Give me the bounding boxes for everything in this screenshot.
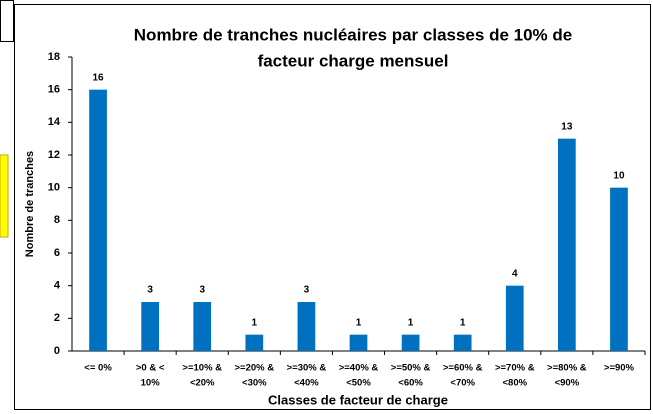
bar [89, 89, 107, 352]
side-highlight [0, 154, 9, 238]
x-tick-label: >=60% & [443, 363, 483, 374]
bar [141, 302, 159, 351]
x-tick-label: >=40% & [339, 363, 379, 374]
x-tick-label: >=90% [604, 363, 635, 374]
bar [453, 334, 472, 351]
y-tick-label: 2 [54, 312, 60, 324]
bar [558, 138, 576, 351]
data-label: 1 [408, 317, 414, 328]
bar [297, 302, 316, 351]
y-tick-label: 14 [48, 116, 61, 128]
y-tick-label: 10 [48, 182, 60, 194]
y-tick-label: 18 [48, 51, 60, 63]
x-tick-label: >=10% & [182, 363, 222, 374]
bar [401, 334, 420, 351]
data-label: 4 [512, 268, 518, 279]
x-tick-label: <50% [346, 378, 371, 389]
chart-title: Nombre de tranches nucléaires par classe… [134, 25, 572, 44]
x-tick-label: >=80% & [547, 363, 587, 374]
x-tick-label: <80% [502, 378, 527, 389]
data-label: 3 [147, 285, 153, 296]
bar [349, 334, 368, 351]
x-tick-label: >=50% & [391, 363, 431, 374]
y-tick-label: 0 [54, 345, 60, 357]
data-label: 1 [356, 317, 362, 328]
bar [245, 334, 264, 351]
y-tick-label: 4 [54, 280, 61, 292]
x-axis-label: Classes de facteur de charge [268, 392, 448, 407]
bar [610, 187, 628, 351]
x-tick-label: >=30% & [287, 363, 327, 374]
chart-frame [14, 4, 651, 410]
x-tick-label: 10% [141, 378, 161, 389]
data-label: 1 [460, 317, 466, 328]
x-tick-label: >=70% & [495, 363, 535, 374]
data-label: 10 [613, 170, 625, 181]
x-tick-label: <20% [190, 378, 215, 389]
bar [505, 285, 524, 351]
x-tick-label: <= 0% [84, 363, 112, 374]
x-tick-label: <30% [242, 378, 267, 389]
data-label: 16 [92, 72, 104, 83]
x-tick-label: <40% [294, 378, 319, 389]
data-label: 13 [561, 121, 573, 132]
data-label: 3 [199, 285, 205, 296]
y-axis-label: Nombre de tranches [24, 151, 36, 257]
bar [193, 302, 212, 351]
data-label: 1 [252, 317, 258, 328]
side-panel [0, 0, 14, 42]
x-tick-label: >0 & < [136, 363, 165, 374]
data-label: 3 [304, 285, 310, 296]
x-tick-label: >=20% & [235, 363, 275, 374]
x-tick-label: <90% [555, 378, 580, 389]
y-tick-label: 8 [54, 214, 60, 226]
y-tick-label: 16 [48, 84, 60, 96]
y-tick-label: 6 [54, 247, 60, 259]
y-tick-label: 12 [48, 149, 60, 161]
x-tick-label: <70% [450, 378, 475, 389]
x-tick-label: <60% [398, 378, 423, 389]
chart-title: facteur charge mensuel [258, 51, 449, 70]
